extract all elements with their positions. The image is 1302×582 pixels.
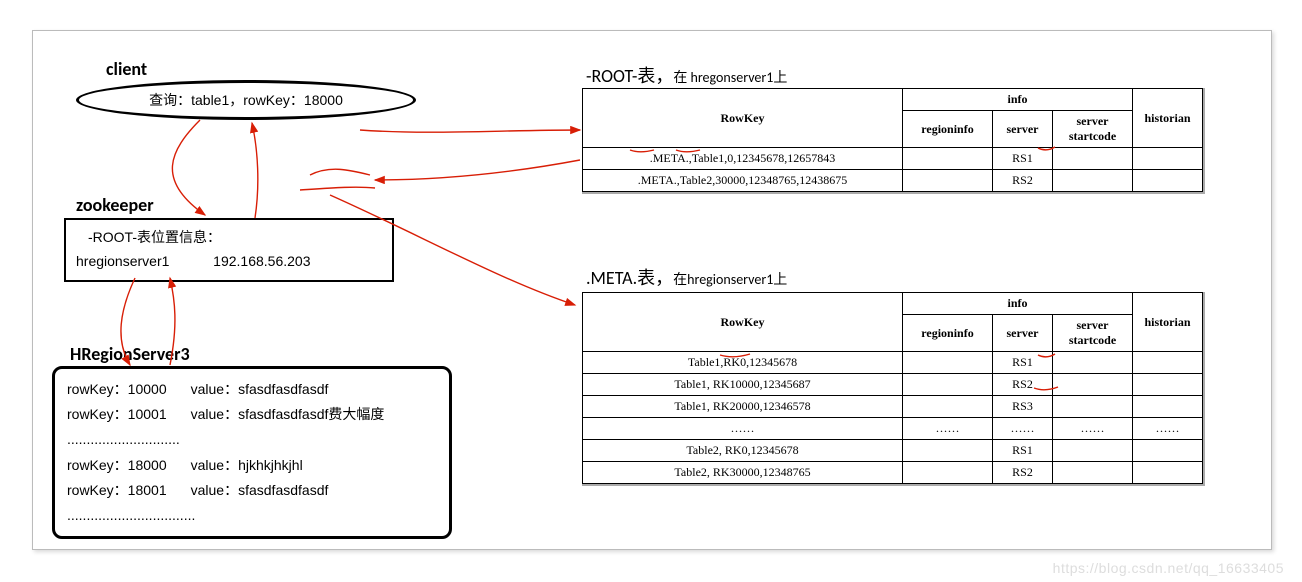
- table-row: Table1, RK10000,12345687RS2: [583, 374, 1203, 396]
- hregionserver-row: rowKey：10001 value：sfasdfasdfasdf费大幅度: [67, 402, 437, 427]
- meta-table-title: .META.表，在hregionserver1上: [586, 264, 787, 290]
- row-val: value：sfasdfasdfasdf: [191, 381, 329, 397]
- zookeeper-ip: 192.168.56.203: [213, 253, 310, 269]
- zookeeper-box: -ROOT-表位置信息： hregionserver1 192.168.56.2…: [64, 218, 394, 282]
- client-query-text: 查询：table1，rowKey：18000: [149, 90, 343, 110]
- zookeeper-label: zookeeper: [76, 194, 154, 216]
- hregionserver-row: .................................: [67, 503, 437, 528]
- root-table: RowKeyinfohistorianregioninfoserverserve…: [582, 88, 1203, 192]
- row-val: value：hjkhkjhkjhl: [191, 457, 303, 473]
- hregionserver-label: HRegionServer3: [70, 343, 190, 365]
- row-key: rowKey：10001: [67, 406, 167, 422]
- hregionserver-row: .............................: [67, 427, 437, 452]
- meta-title-sub: 在hregionserver1上: [673, 271, 787, 288]
- watermark: https://blog.csdn.net/qq_16633405: [1053, 560, 1284, 576]
- hregionserver-row: rowKey：18001 value：sfasdfasdfasdf: [67, 478, 437, 503]
- hregionserver-row: rowKey：10000 value：sfasdfasdfasdf: [67, 377, 437, 402]
- row-key: rowKey：18001: [67, 482, 167, 498]
- table-row: Table1,RK0,12345678RS1: [583, 352, 1203, 374]
- client-query-ellipse: 查询：table1，rowKey：18000: [76, 80, 416, 120]
- row-val: value：sfasdfasdfasdf: [191, 482, 329, 498]
- meta-table: RowKeyinfohistorianregioninfoserverserve…: [582, 292, 1203, 484]
- table-row: .META.,Table1,0,12345678,12657843RS1: [583, 148, 1203, 170]
- row-key: rowKey：18000: [67, 457, 167, 473]
- hregionserver-row: rowKey：18000 value：hjkhkjhkjhl: [67, 453, 437, 478]
- table-row: Table2, RK30000,12348765RS2: [583, 462, 1203, 484]
- row-key: rowKey：10000: [67, 381, 167, 397]
- row-val: value：sfasdfasdfasdf费大幅度: [191, 406, 385, 422]
- zookeeper-line2: hregionserver1 192.168.56.203: [76, 250, 382, 274]
- root-title-main: -ROOT-表，: [586, 65, 673, 87]
- table-row: Table2, RK0,12345678RS1: [583, 440, 1203, 462]
- root-table-wrap: RowKeyinfohistorianregioninfoserverserve…: [582, 88, 1205, 194]
- meta-table-wrap: RowKeyinfohistorianregioninfoserverserve…: [582, 292, 1205, 486]
- client-label: client: [106, 58, 147, 80]
- table-row: .META.,Table2,30000,12348765,12438675RS2: [583, 170, 1203, 192]
- root-title-sub: 在 hregonserver1上: [673, 69, 787, 86]
- zookeeper-line1: -ROOT-表位置信息：: [76, 226, 382, 250]
- zookeeper-host: hregionserver1: [76, 253, 169, 269]
- table-row: …………………………: [583, 418, 1203, 440]
- meta-title-main: .META.表，: [586, 267, 673, 289]
- table-row: Table1, RK20000,12346578RS3: [583, 396, 1203, 418]
- hregionserver-box: rowKey：10000value：sfasdfasdfasdfrowKey：1…: [52, 366, 452, 539]
- root-table-title: -ROOT-表，在 hregonserver1上: [586, 62, 787, 88]
